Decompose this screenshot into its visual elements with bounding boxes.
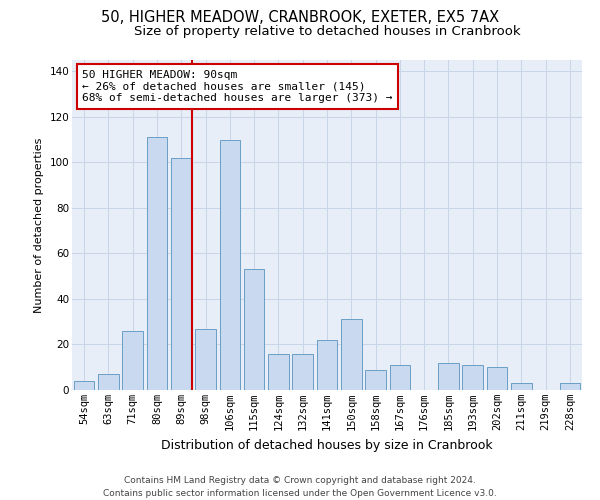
Bar (122, 331, 143, 390)
Bar (292, 354, 313, 390)
Bar (74, 381, 94, 390)
X-axis label: Distribution of detached houses by size in Cranbrook: Distribution of detached houses by size … (161, 438, 493, 452)
Bar (438, 362, 459, 390)
Bar (146, 138, 167, 390)
Y-axis label: Number of detached properties: Number of detached properties (34, 138, 44, 312)
Bar (341, 320, 362, 390)
Bar (365, 370, 386, 390)
Text: 50 HIGHER MEADOW: 90sqm
← 26% of detached houses are smaller (145)
68% of semi-d: 50 HIGHER MEADOW: 90sqm ← 26% of detache… (82, 70, 392, 103)
Text: 50, HIGHER MEADOW, CRANBROOK, EXETER, EX5 7AX: 50, HIGHER MEADOW, CRANBROOK, EXETER, EX… (101, 10, 499, 25)
Bar (220, 140, 240, 390)
Bar (463, 365, 483, 390)
Bar (317, 340, 337, 390)
Bar (268, 354, 289, 390)
Title: Size of property relative to detached houses in Cranbrook: Size of property relative to detached ho… (134, 25, 520, 38)
Bar (98, 374, 119, 390)
Bar (389, 365, 410, 390)
Text: Contains HM Land Registry data © Crown copyright and database right 2024.
Contai: Contains HM Land Registry data © Crown c… (103, 476, 497, 498)
Bar (171, 158, 191, 390)
Bar (511, 383, 532, 390)
Bar (560, 383, 580, 390)
Bar (244, 270, 265, 390)
Bar (195, 328, 216, 390)
Bar (487, 367, 508, 390)
